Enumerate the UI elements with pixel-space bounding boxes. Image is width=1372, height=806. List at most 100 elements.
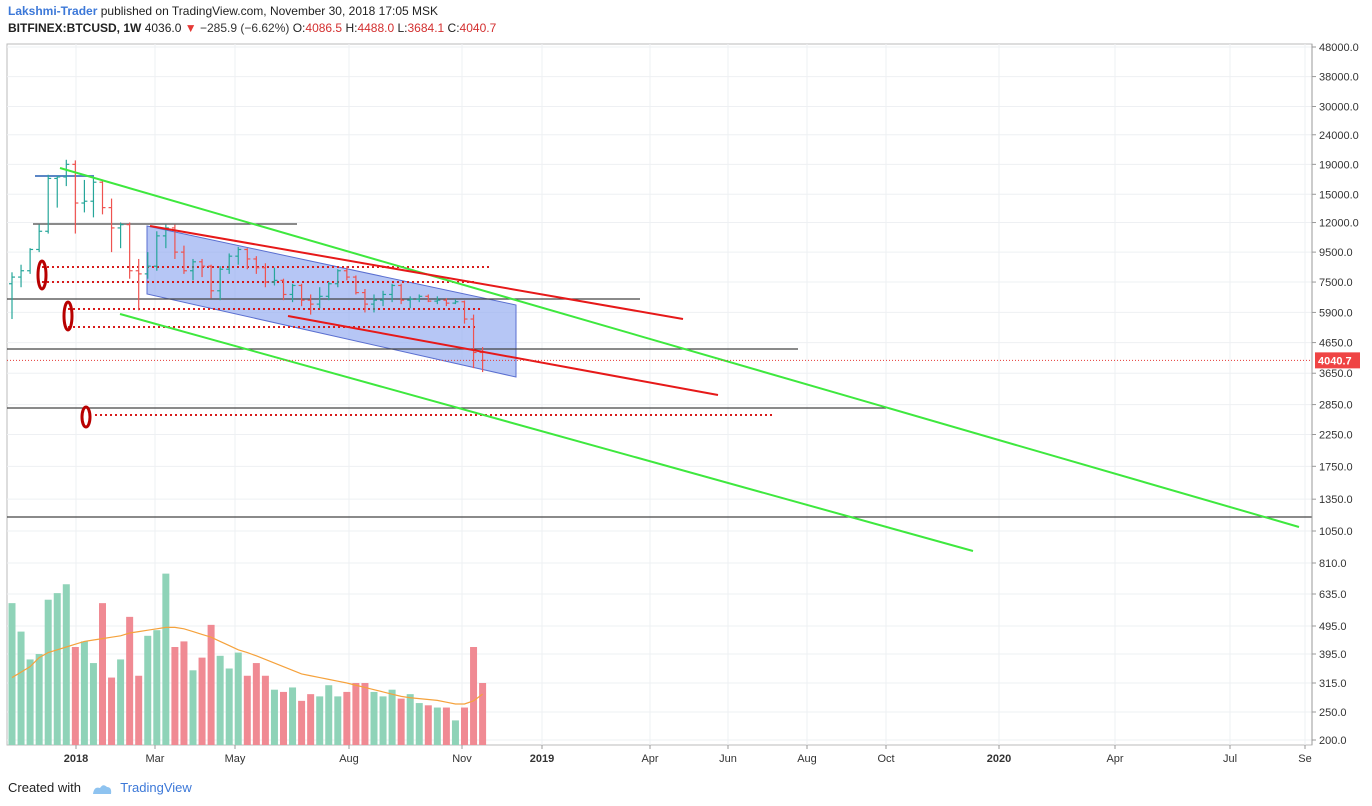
open-value: 4086.5 (305, 21, 343, 35)
volume-bar (62, 584, 70, 745)
time-tick-label: 2019 (530, 753, 554, 765)
volume-bar (298, 700, 306, 745)
ohlc-bar (190, 258, 196, 281)
ohlc-bar (425, 294, 432, 303)
time-tick-label: May (225, 753, 246, 765)
volume-bar (470, 647, 478, 745)
price-tick-label: 24000.0 (1319, 130, 1359, 142)
volume-bar (379, 696, 387, 745)
volume-bar (433, 707, 441, 745)
time-tick-label: Jul (1223, 753, 1237, 765)
volume-bar (243, 675, 251, 745)
price-tick-label: 12000.0 (1319, 218, 1359, 230)
green-trendline-lower (119, 313, 974, 552)
volume-bar (234, 652, 242, 745)
volume-bar (126, 616, 134, 745)
time-tick-label: Nov (452, 753, 472, 765)
volume-bar (451, 720, 459, 745)
ohlc-bar (452, 299, 459, 305)
ohlc-bar (117, 222, 124, 249)
volume-bar (361, 683, 369, 745)
time-tick-label: Oct (877, 753, 894, 765)
volume-bar (424, 705, 432, 745)
ohlc-bar (470, 314, 477, 369)
price-tick-label: 5900.0 (1319, 307, 1353, 319)
volume-bar (388, 689, 396, 745)
volume-bar (307, 694, 315, 745)
volume-tick-label: 395.0 (1319, 649, 1347, 661)
volume-bar (280, 691, 287, 745)
ohlc-bar (280, 278, 287, 301)
price-tick-label: 2250.0 (1319, 429, 1353, 441)
volume-bar (442, 707, 450, 745)
time-tick-label: Se (1298, 753, 1311, 765)
price-tick-label: 19000.0 (1319, 159, 1359, 171)
oval-marker (80, 405, 92, 429)
plot-frame (6, 43, 1313, 746)
volume-bar (99, 603, 106, 745)
ohlc-bar (271, 267, 278, 286)
price-tick-label: 7500.0 (1319, 277, 1353, 289)
ohlc-bar (325, 282, 332, 301)
high-label: H: (345, 21, 358, 35)
ohlc-bar (63, 159, 70, 187)
symbol-label[interactable]: BITFINEX:BTCUSD, 1W (8, 21, 142, 35)
ohlc-bar (126, 222, 133, 279)
ohlc-bar (434, 296, 441, 305)
volume-bar (261, 675, 269, 745)
ohlc-bar (27, 248, 34, 274)
price-tick-label: 1350.0 (1319, 494, 1353, 506)
volume-bar (162, 573, 170, 745)
ohlc-bar (461, 300, 468, 324)
volume-bar (415, 703, 423, 745)
volume-bar (80, 641, 88, 745)
created-with-label: Created with (8, 780, 81, 795)
volume-tick-label: 250.0 (1319, 707, 1347, 719)
price-tick-label: 4650.0 (1319, 338, 1353, 350)
published-info: published on TradingView.com, November 3… (100, 4, 439, 18)
volume-bar (71, 647, 79, 745)
volume-bar (108, 677, 116, 745)
volume-tick-label: 810.0 (1319, 558, 1347, 570)
author-name[interactable]: Lakshmi-Trader (8, 4, 98, 18)
open-label: O: (292, 21, 306, 35)
volume-bar (135, 675, 143, 745)
volume-bar (26, 659, 34, 745)
tradingview-logo-icon (92, 784, 111, 794)
ohlc-bar (343, 266, 350, 281)
price-change: −285.9 (−6.62%) (199, 21, 290, 35)
ohlc-bar (45, 174, 52, 234)
oval-marker (62, 300, 74, 332)
ohlc-bar (18, 264, 25, 288)
volume-bar (144, 635, 152, 745)
down-arrow-icon: ▼ (184, 21, 197, 35)
volume-ma-line (11, 626, 483, 705)
ohlc-bar (253, 256, 260, 274)
volume-bar (352, 683, 360, 745)
last-price-badge (1315, 352, 1360, 369)
ohlc-bar (217, 266, 224, 301)
tradingview-link[interactable]: TradingView (120, 780, 192, 795)
ohlc-bar (81, 179, 88, 213)
last-price: 4036.0 (144, 21, 182, 35)
volume-bar (225, 668, 233, 745)
volume-tick-label: 200.0 (1319, 735, 1347, 747)
volume-bar (343, 691, 351, 745)
low-value: 3684.1 (407, 21, 445, 35)
time-tick-label: Mar (146, 753, 165, 765)
ohlc-bar (389, 283, 396, 303)
ohlc-bar (352, 275, 359, 295)
volume-bar (325, 685, 333, 745)
ohlc-bar (9, 272, 15, 320)
high-value: 4488.0 (357, 21, 395, 35)
ohlc-bar (199, 258, 206, 278)
time-tick-label: Aug (339, 753, 359, 765)
price-tick-label: 48000.0 (1319, 42, 1359, 54)
volume-bar (89, 663, 97, 745)
volume-bar (406, 694, 414, 745)
volume-bar (189, 670, 197, 745)
price-tick-label: 38000.0 (1319, 72, 1359, 84)
volume-tick-label: 315.0 (1319, 678, 1347, 690)
price-tick-label: 1750.0 (1319, 461, 1353, 473)
